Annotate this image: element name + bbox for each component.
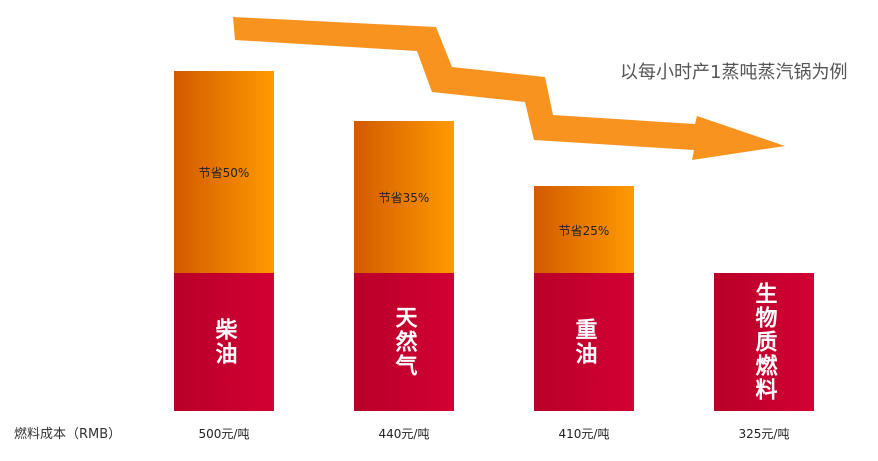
trend-arrow <box>233 17 785 160</box>
base-segment <box>174 273 274 411</box>
saving-segment <box>174 71 274 273</box>
saving-label: 节省50% <box>199 166 250 180</box>
fuel-name: 生物质燃料 <box>752 282 778 402</box>
cost-label: 500元/吨 <box>199 427 250 441</box>
note-text: 以每小时产1蒸吨蒸汽锅为例 <box>620 62 847 83</box>
cost-label: 410元/吨 <box>559 427 610 441</box>
cost-label: 325元/吨 <box>739 427 790 441</box>
fuel-name: 重油 <box>572 318 598 366</box>
fuel-name: 天然气 <box>392 306 419 378</box>
saving-segment <box>534 186 634 273</box>
fuel-name: 柴油 <box>212 318 239 366</box>
cost-axis-label: 燃料成本（RMB） <box>14 426 121 442</box>
saving-segment <box>354 121 454 273</box>
cost-label: 440元/吨 <box>379 427 430 441</box>
base-segment <box>534 273 634 411</box>
saving-label: 节省25% <box>559 224 610 238</box>
base-segment <box>354 273 454 411</box>
base-segment <box>714 273 814 411</box>
saving-label: 节省35% <box>379 191 430 205</box>
